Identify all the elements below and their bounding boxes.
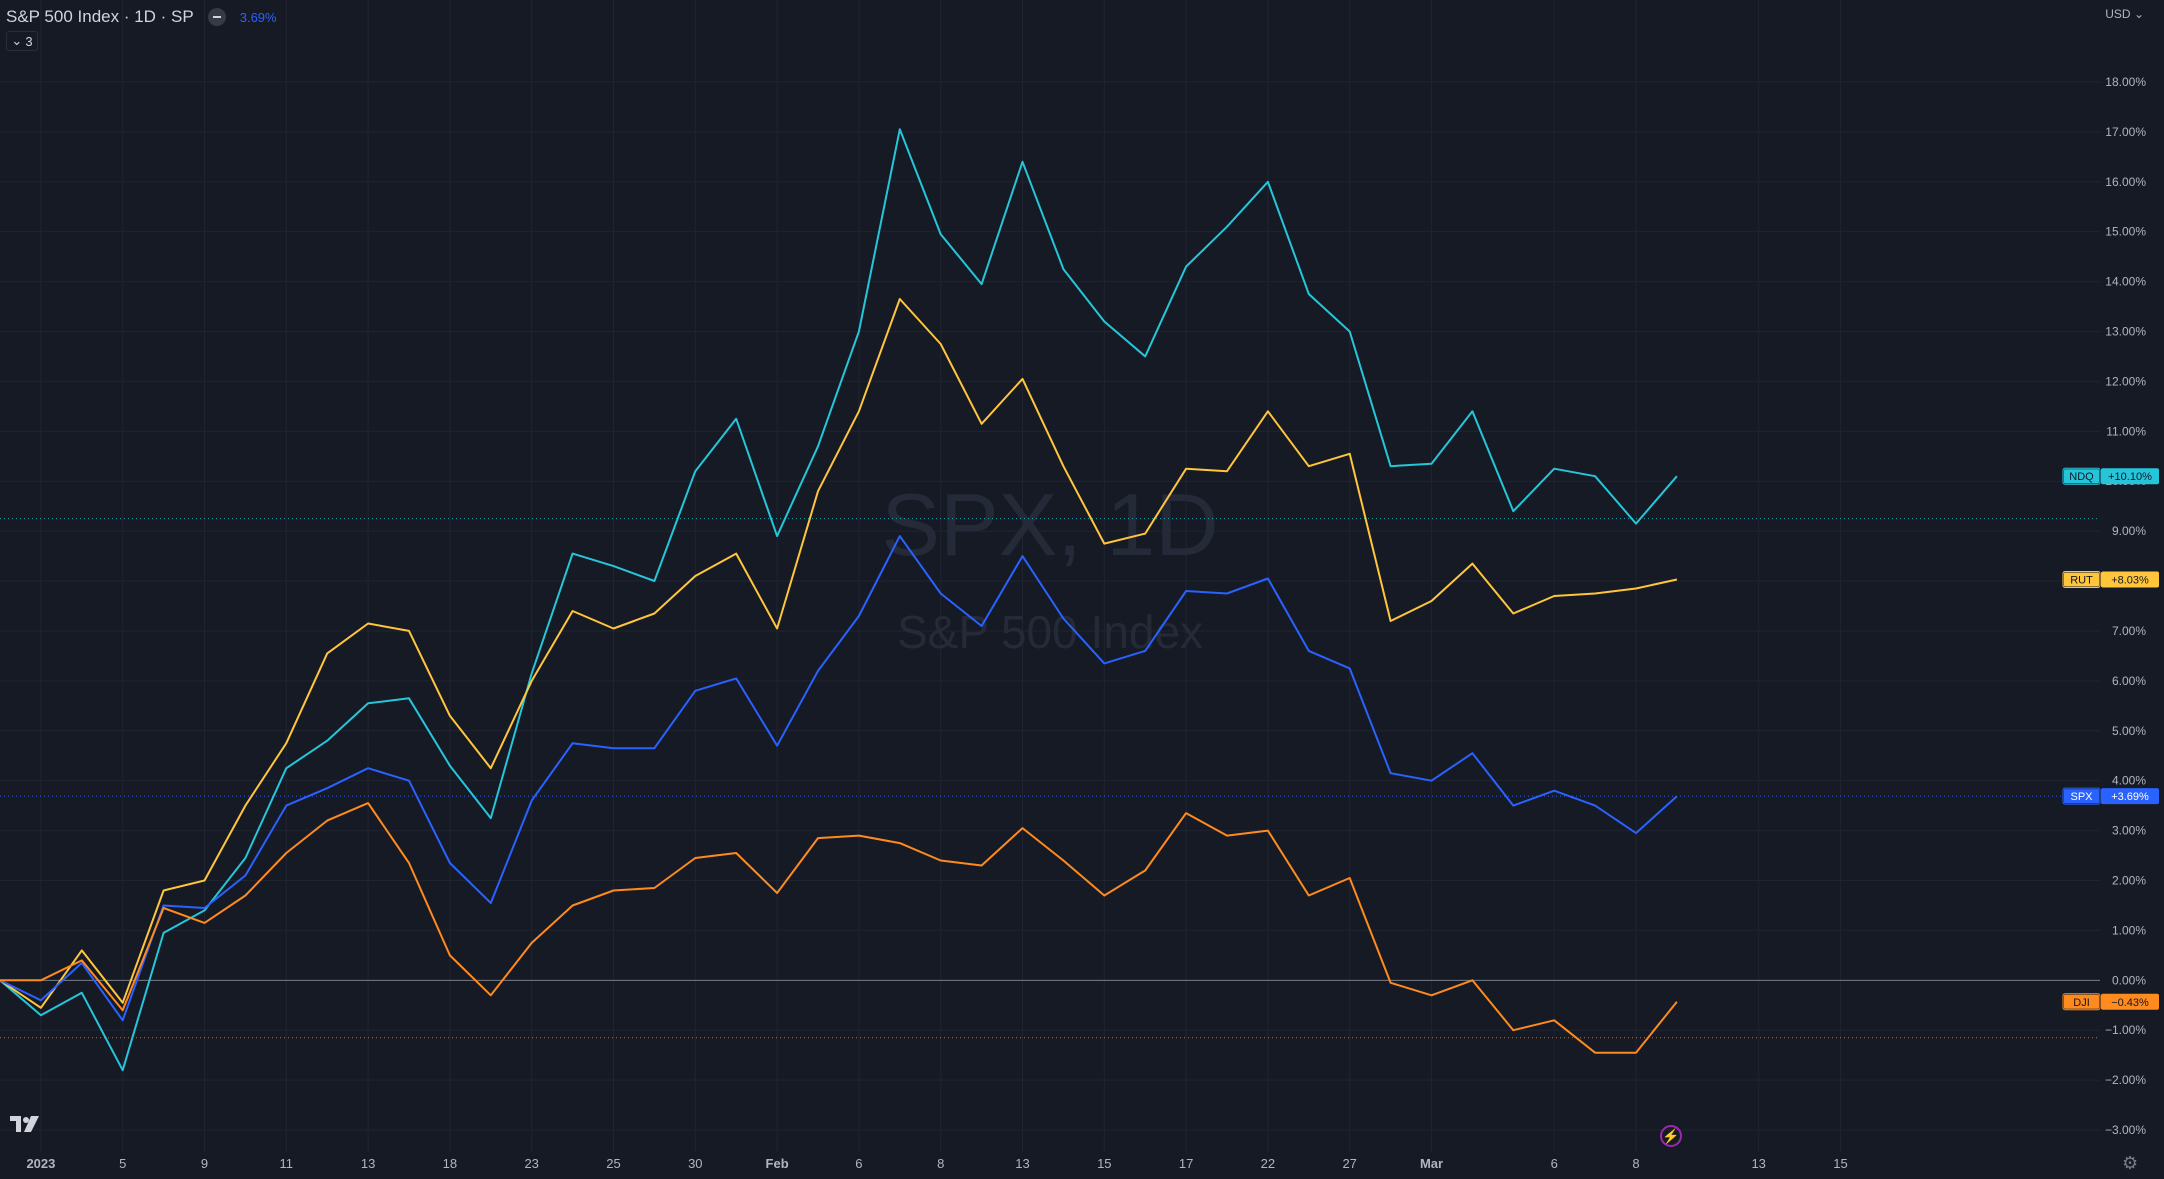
y-tick-label: −3.00% [2105, 1123, 2146, 1137]
y-tick-label: 1.00% [2112, 923, 2146, 937]
series-line-ndq[interactable] [0, 128, 1678, 1072]
series-lines [0, 128, 1678, 1072]
series-line-rut[interactable] [0, 298, 1678, 1009]
x-tick-label: 9 [201, 1156, 208, 1171]
y-tick-label: −2.00% [2105, 1073, 2146, 1087]
y-tick-label: 12.00% [2105, 374, 2146, 388]
lightning-icon[interactable]: ⚡ [1660, 1125, 1682, 1147]
gear-icon[interactable]: ⚙ [2122, 1153, 2139, 1173]
x-tick-label: 8 [1632, 1156, 1639, 1171]
series-label-ndq: NDQ +10.10% [2062, 467, 2159, 485]
y-tick-label: 17.00% [2105, 125, 2146, 139]
chart-header: S&P 500 Index · 1D · SP 3.69% [6, 7, 277, 27]
series-name: SPX [2070, 791, 2093, 803]
x-tick-label: Feb [766, 1156, 789, 1171]
y-tick-label: 2.00% [2112, 874, 2146, 888]
series-label-spx: SPX +3.69% [2062, 787, 2159, 805]
x-tick-label: 30 [688, 1156, 702, 1171]
x-axis[interactable]: 2023 5 9 11 13 18 23 25 30 Feb 6 8 13 15 17 22 27 Mar 6 8 13… [26, 1156, 1847, 1171]
indicators-toggle-button[interactable]: ⌄ 3 [6, 31, 38, 51]
x-tick-label: 13 [1751, 1156, 1765, 1171]
x-tick-label: 13 [361, 1156, 375, 1171]
x-tick-label: 15 [1097, 1156, 1111, 1171]
series-value: −0.43% [2111, 997, 2149, 1009]
y-tick-label: 5.00% [2112, 724, 2146, 738]
x-tick-label: 13 [1015, 1156, 1029, 1171]
series-name: DJI [2073, 997, 2090, 1009]
x-tick-label: 17 [1179, 1156, 1193, 1171]
series-name: NDQ [2069, 471, 2094, 483]
x-tick-label: 11 [280, 1156, 294, 1171]
watermark-symbol: SPX, 1D [881, 475, 1218, 574]
y-tick-label: 4.00% [2112, 774, 2146, 788]
y-tick-label: 16.00% [2105, 175, 2146, 189]
series-labels: NDQ +10.10% RUT +8.03% SPX +3.69% DJI −0.43% [2062, 467, 2159, 1011]
y-tick-label: 9.00% [2112, 524, 2146, 538]
y-tick-label: 0.00% [2112, 973, 2146, 987]
x-tick-label: 5 [119, 1156, 126, 1171]
x-tick-label: 18 [443, 1156, 457, 1171]
x-tick-label: 6 [855, 1156, 862, 1171]
chevron-down-icon: ⌄ [11, 33, 23, 48]
y-axis[interactable]: 18.00% 17.00% 16.00% 15.00% 14.00% 13.00% 12.0… [2105, 75, 2146, 1137]
y-tick-label: 15.00% [2105, 225, 2146, 239]
y-tick-label: 3.00% [2112, 824, 2146, 838]
symbol-change: 3.69% [239, 9, 277, 25]
series-value: +3.69% [2111, 791, 2149, 803]
series-name: RUT [2070, 575, 2093, 587]
x-tick-label: Mar [1420, 1156, 1443, 1171]
series-line-spx[interactable] [0, 535, 1678, 1022]
y-tick-label: −1.00% [2105, 1023, 2146, 1037]
market-status-icon[interactable] [207, 8, 226, 26]
y-tick-label: 11.00% [2106, 424, 2146, 438]
series-value: +10.10% [2108, 471, 2152, 483]
x-tick-label: 23 [524, 1156, 538, 1171]
reference-lines [0, 518, 2100, 1039]
symbol-title[interactable]: S&P 500 Index · 1D · SP [6, 7, 194, 26]
series-label-dji: DJI −0.43% [2062, 993, 2159, 1011]
x-tick-label: 22 [1261, 1156, 1275, 1171]
currency-label: USD [2105, 7, 2131, 21]
chevron-down-icon: ⌄ [2133, 7, 2144, 21]
series-value: +8.03% [2111, 575, 2149, 587]
vertical-gridlines [40, 0, 1841, 1152]
y-tick-label: 18.00% [2105, 75, 2146, 89]
watermark-name: S&P 500 Index [897, 606, 1203, 658]
y-tick-label: 7.00% [2112, 624, 2146, 638]
horizontal-gridlines [0, 81, 2100, 1131]
x-tick-label: 2023 [26, 1156, 55, 1171]
y-tick-label: 13.00% [2105, 324, 2146, 338]
x-tick-label: 27 [1342, 1156, 1356, 1171]
x-tick-label: 25 [606, 1156, 620, 1171]
series-line-dji[interactable] [0, 802, 1678, 1054]
series-label-rut: RUT +8.03% [2062, 571, 2159, 589]
y-tick-label: 14.00% [2105, 275, 2146, 289]
indicator-count: 3 [25, 33, 33, 49]
y-tick-label: 6.00% [2112, 674, 2146, 688]
currency-selector[interactable]: USD ⌄ [2105, 7, 2144, 21]
tradingview-logo-icon[interactable] [10, 1116, 40, 1137]
x-tick-label: 8 [937, 1156, 944, 1171]
x-tick-label: 15 [1833, 1156, 1847, 1171]
x-tick-label: 6 [1551, 1156, 1558, 1171]
